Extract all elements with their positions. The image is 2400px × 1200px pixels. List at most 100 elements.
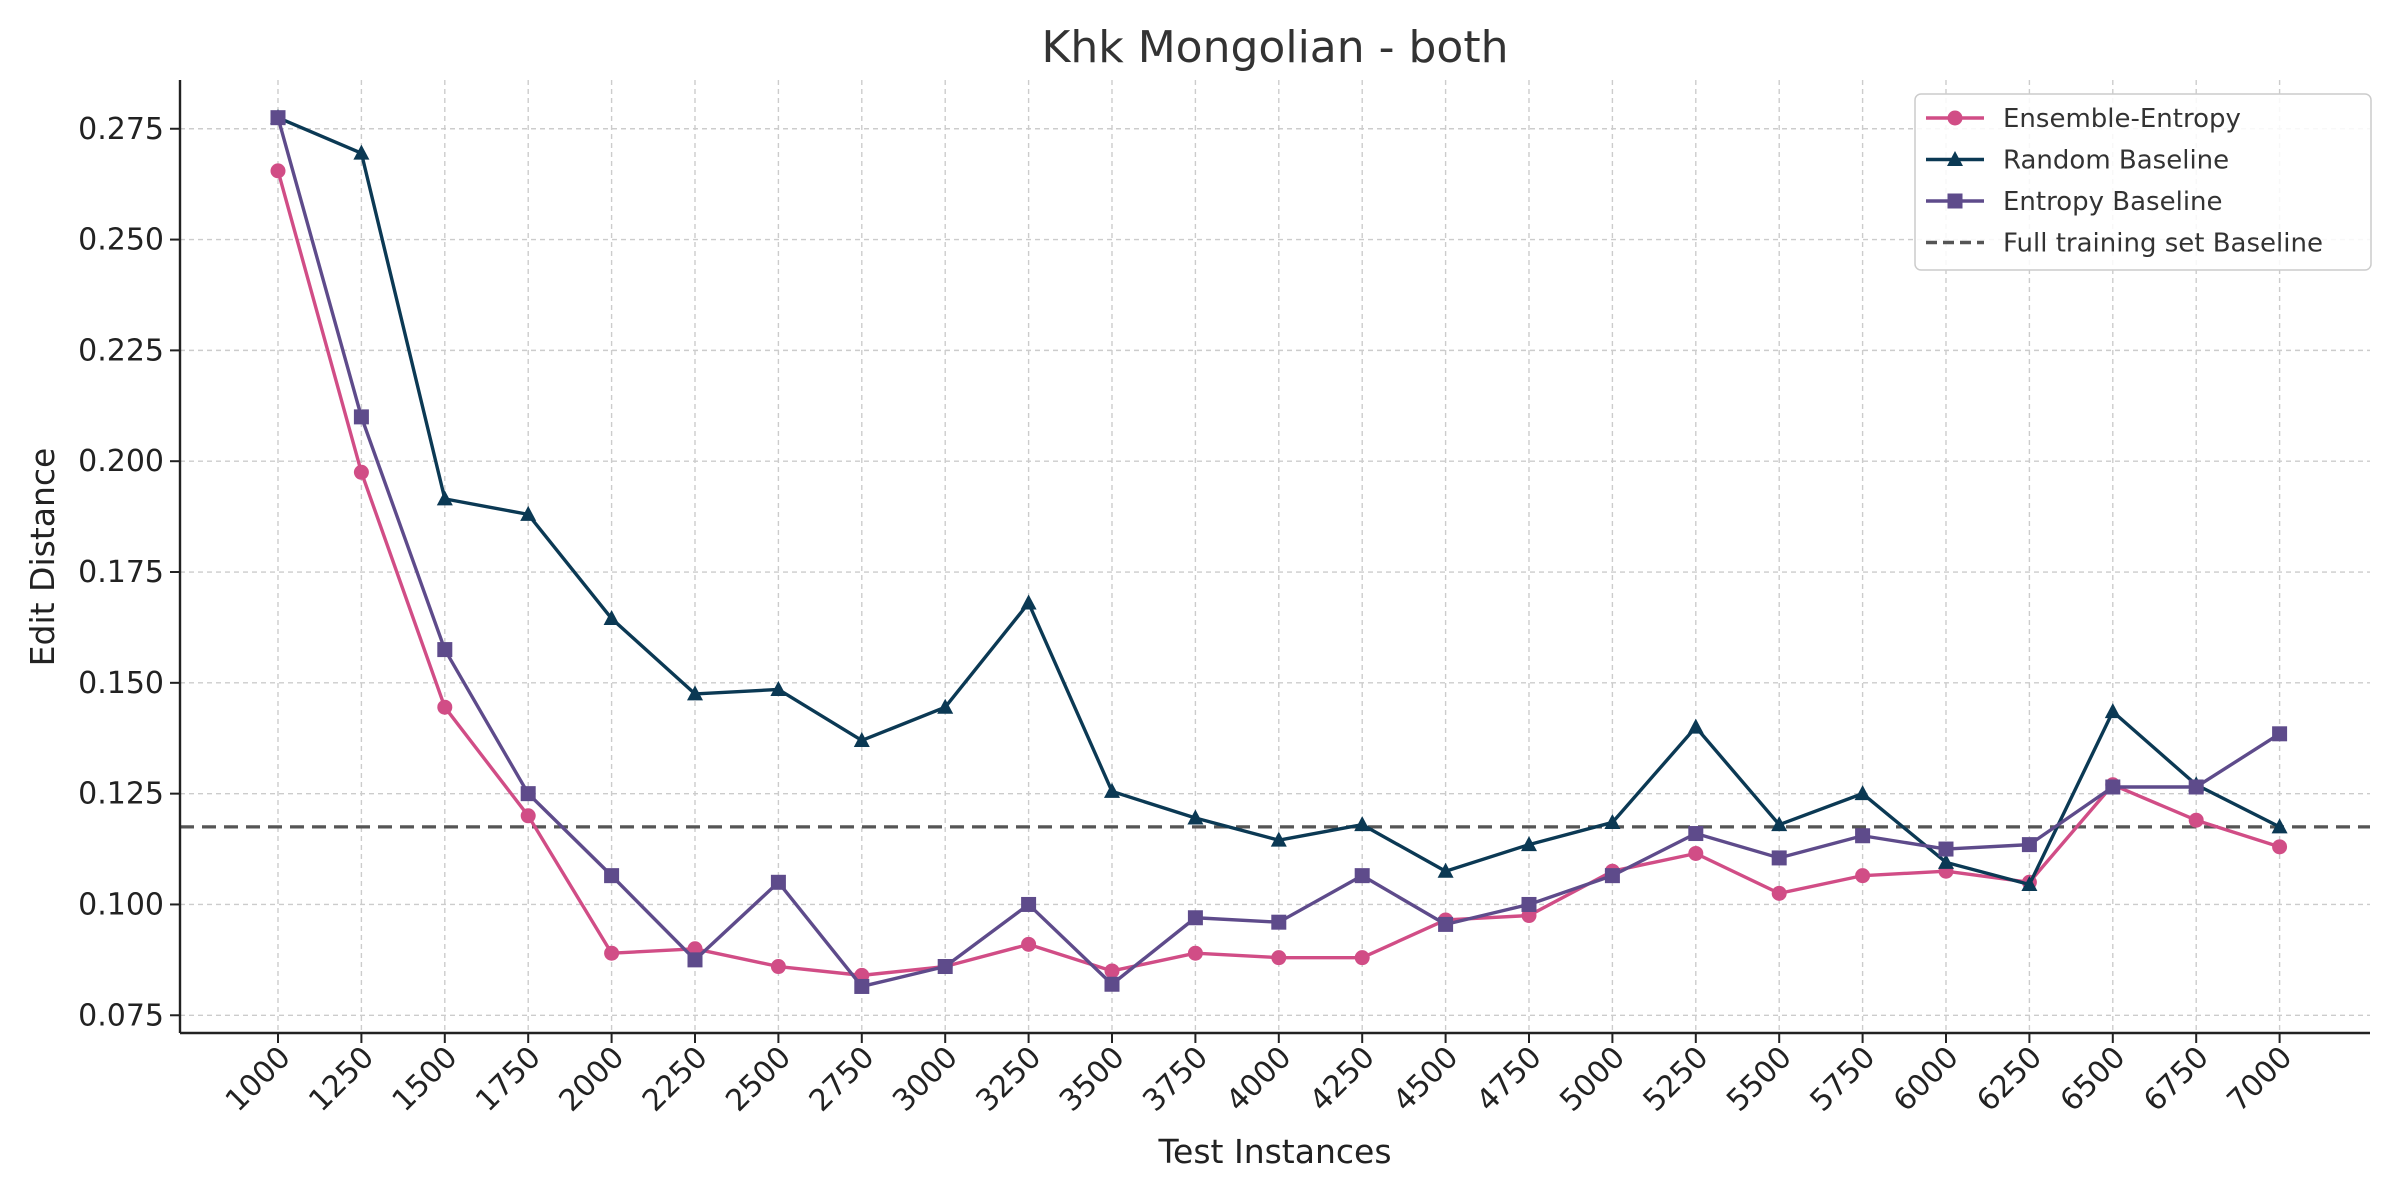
y-tick-label: 0.275 (78, 112, 164, 147)
x-tick-label: 5500 (1720, 1040, 1799, 1119)
chart-title: Khk Mongolian - both (1042, 22, 1509, 73)
data-point (1938, 841, 1954, 857)
y-tick-label: 0.200 (78, 444, 164, 479)
x-tick-label: 6500 (2054, 1040, 2133, 1119)
data-point (687, 952, 703, 968)
data-point (1771, 816, 1788, 832)
x-tick-label: 7000 (2221, 1040, 2300, 1119)
data-point (1687, 718, 1704, 734)
x-tick-label: 1500 (386, 1040, 465, 1119)
data-point (270, 163, 286, 179)
data-point (1104, 976, 1120, 992)
data-point (1354, 816, 1371, 832)
series-entropy-baseline (270, 110, 2288, 994)
legend-box (1914, 93, 2372, 271)
y-tick-label: 0.175 (78, 555, 164, 590)
x-tick-label: 5250 (1637, 1040, 1716, 1119)
data-point (2272, 839, 2288, 855)
data-point (270, 110, 286, 126)
x-tick-label: 1250 (302, 1040, 381, 1119)
data-point (2104, 703, 2121, 719)
data-point (353, 409, 369, 425)
x-tick-label: 4500 (1387, 1040, 1466, 1119)
legend-marker (1947, 151, 1963, 166)
data-point (2021, 876, 2038, 892)
data-point (604, 868, 620, 884)
x-tick-label: 6250 (1970, 1040, 2049, 1119)
data-point (1688, 826, 1704, 842)
y-axis-label: Edit Distance (23, 448, 62, 667)
x-tick-label: 4750 (1470, 1040, 1549, 1119)
data-point (1521, 836, 1537, 852)
x-tick-label: 3750 (1136, 1040, 1215, 1119)
x-tick-label: 3000 (886, 1040, 965, 1119)
legend: Ensemble-Entropy Random Baseline Entropy B… (1914, 93, 2372, 271)
x-tick-label: 2000 (553, 1040, 632, 1119)
data-point (2272, 726, 2288, 742)
data-point (770, 874, 786, 890)
data-point (1187, 910, 1203, 926)
data-point (603, 610, 620, 626)
data-point (1771, 885, 1787, 901)
x-axis-label: Test Instances (1157, 1132, 1391, 1171)
data-point (937, 698, 954, 714)
x-tick-label: 3250 (970, 1040, 1049, 1119)
legend-label: Ensemble-Entropy (2003, 104, 2241, 134)
data-point (1771, 850, 1787, 866)
x-tick-label: 1000 (219, 1040, 298, 1119)
legend-item: Random Baseline (1926, 146, 2229, 176)
data-point (2271, 818, 2288, 834)
data-point (437, 699, 453, 715)
x-tick-label: 2250 (636, 1040, 715, 1119)
data-point (1187, 945, 1203, 961)
data-point (1604, 813, 1621, 829)
data-point (1521, 896, 1537, 912)
data-point (1354, 868, 1370, 884)
x-tick-label: 4250 (1303, 1040, 1382, 1119)
data-point (937, 959, 953, 975)
y-tick-label: 0.100 (78, 887, 164, 922)
data-point (770, 959, 786, 975)
data-point (353, 144, 370, 160)
legend-item: Entropy Baseline (1926, 187, 2223, 217)
y-tick-label: 0.150 (78, 666, 164, 701)
data-point (854, 978, 870, 994)
data-point (436, 490, 453, 506)
data-point (1104, 782, 1120, 798)
data-point (1020, 594, 1037, 610)
data-point (1688, 845, 1704, 861)
data-point (770, 680, 787, 696)
data-point (604, 945, 620, 961)
data-point (2188, 779, 2204, 795)
legend-label: Full training set Baseline (2003, 229, 2323, 259)
legend-label: Entropy Baseline (2003, 187, 2223, 217)
data-point (520, 505, 537, 521)
data-point (520, 786, 536, 802)
x-tick-label: 2500 (719, 1040, 798, 1119)
data-point (1437, 862, 1454, 878)
axes (170, 80, 2370, 1043)
data-point (1354, 950, 1370, 966)
data-point (1104, 963, 1120, 979)
legend-marker (1947, 193, 1963, 209)
data-point (1438, 916, 1454, 932)
data-point (1855, 828, 1871, 844)
data-point (1270, 831, 1287, 847)
x-tick-label: 2750 (803, 1040, 882, 1119)
data-point (853, 731, 870, 747)
data-point (437, 642, 453, 658)
legend-label: Random Baseline (2003, 146, 2229, 176)
data-point (1271, 914, 1287, 930)
y-tick-label: 0.250 (78, 223, 164, 258)
data-point (1271, 950, 1287, 966)
y-tick-label: 0.075 (78, 998, 164, 1033)
data-point (2105, 779, 2121, 795)
series-layer (270, 109, 2288, 994)
x-tick-label: 3500 (1053, 1040, 1132, 1119)
data-point (1938, 853, 1954, 869)
series-ensemble-entropy (270, 163, 2288, 983)
data-point (1021, 896, 1037, 912)
legend-item: Ensemble-Entropy (1926, 104, 2241, 134)
